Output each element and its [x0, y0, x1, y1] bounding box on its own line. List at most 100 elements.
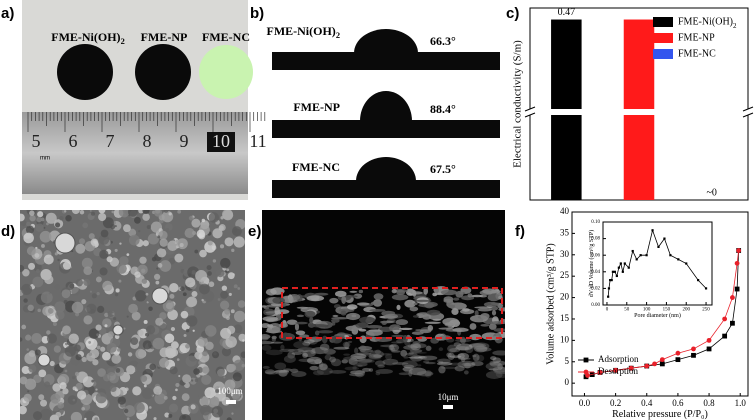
grain: [455, 290, 464, 298]
grain: [225, 336, 237, 348]
grain: [230, 309, 235, 314]
grain: [430, 337, 440, 344]
marker: [639, 254, 642, 257]
grain: [233, 359, 245, 371]
marker: [628, 365, 634, 371]
grain: [43, 254, 54, 265]
grain: [156, 267, 159, 270]
marker: [652, 361, 657, 367]
grain: [180, 310, 189, 319]
grain: [102, 280, 113, 292]
marker: [722, 316, 728, 322]
highlight-box: [281, 287, 503, 339]
marker: [609, 279, 612, 282]
grain: [391, 294, 409, 301]
grain: [45, 212, 57, 224]
ruler-number: 8: [143, 131, 152, 151]
grain: [449, 355, 462, 359]
grain: [81, 407, 85, 411]
grain: [306, 295, 325, 302]
grain: [163, 210, 169, 213]
grain: [99, 249, 109, 259]
angle-label: 66.3°: [430, 34, 456, 48]
y-tick-label: 15: [560, 313, 570, 323]
ruler-ticks: 5 6 7 8 9 10 11: [27, 112, 267, 152]
grain: [128, 234, 140, 246]
grain: [78, 238, 86, 245]
grain: [145, 292, 149, 296]
grain: [369, 308, 386, 312]
grain: [227, 272, 235, 280]
ruler-number: 6: [69, 131, 78, 151]
break-mark: [742, 106, 754, 112]
grain: [399, 327, 413, 331]
grain: [221, 347, 232, 357]
grain: [262, 323, 271, 329]
sample-disc: [199, 45, 253, 99]
grain: [457, 357, 471, 360]
grain: [498, 307, 505, 312]
grain: [440, 289, 458, 296]
grain: [75, 278, 84, 287]
grain: [149, 363, 156, 371]
grain: [64, 210, 67, 213]
grain: [408, 356, 422, 359]
marker: [623, 262, 626, 265]
y-tick-label: 0.10: [591, 220, 600, 225]
grain: [231, 226, 242, 237]
grain: [309, 316, 314, 324]
particle: [151, 287, 169, 305]
grain: [86, 352, 96, 362]
grain: [438, 365, 446, 374]
grain: [168, 403, 179, 413]
grain: [157, 263, 163, 268]
ruler-number: 5: [32, 131, 41, 151]
grain: [267, 324, 274, 328]
grain: [98, 212, 107, 222]
grain: [400, 349, 408, 357]
grain: [291, 351, 303, 355]
grain: [152, 337, 165, 350]
grain: [65, 214, 72, 222]
grain: [21, 324, 27, 330]
grain: [85, 337, 98, 350]
grain: [71, 286, 80, 296]
grain: [493, 328, 505, 332]
grain: [163, 395, 168, 400]
grain: [191, 218, 201, 228]
grain: [82, 222, 89, 229]
grain: [159, 238, 168, 247]
scale-bar: [443, 405, 453, 409]
grain: [46, 330, 51, 335]
grain: [31, 333, 43, 344]
grain: [94, 417, 99, 420]
grain: [113, 316, 117, 321]
grain: [373, 293, 384, 300]
grain: [182, 415, 186, 419]
grain: [37, 211, 44, 218]
grain: [349, 372, 364, 377]
grain: [228, 363, 237, 372]
grain: [224, 308, 231, 315]
grain: [125, 387, 129, 392]
grain: [207, 271, 212, 276]
grain: [359, 316, 376, 324]
grain: [241, 363, 245, 368]
grain: [95, 392, 107, 404]
substrate: [272, 120, 500, 138]
sample-label: FME-NC: [292, 160, 340, 174]
grain: [409, 349, 423, 353]
grain: [168, 361, 171, 364]
grain: [20, 264, 25, 272]
grain: [359, 345, 367, 353]
grain: [102, 351, 111, 361]
grain: [222, 388, 227, 393]
y-tick-label: 0: [565, 377, 570, 387]
legend-label: FME-NP: [678, 32, 715, 43]
grain: [453, 297, 460, 301]
grain: [32, 411, 43, 420]
grain: [183, 333, 187, 337]
grain: [317, 330, 334, 334]
grain: [222, 210, 234, 221]
grain: [164, 333, 175, 344]
